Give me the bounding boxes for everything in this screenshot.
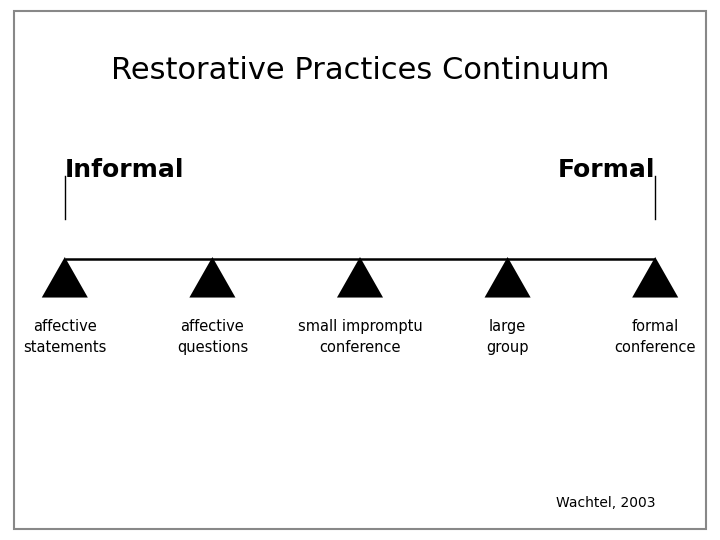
Text: affective
questions: affective questions [177, 319, 248, 355]
Text: small impromptu
conference: small impromptu conference [297, 319, 423, 355]
Text: large
group: large group [486, 319, 529, 355]
Text: formal
conference: formal conference [614, 319, 696, 355]
Text: Wachtel, 2003: Wachtel, 2003 [556, 496, 655, 510]
Polygon shape [632, 257, 678, 298]
Text: Formal: Formal [558, 158, 655, 182]
Text: Informal: Informal [65, 158, 184, 182]
Text: Restorative Practices Continuum: Restorative Practices Continuum [111, 56, 609, 85]
Polygon shape [42, 257, 88, 298]
Text: affective
statements: affective statements [23, 319, 107, 355]
Polygon shape [189, 257, 235, 298]
Polygon shape [337, 257, 383, 298]
Polygon shape [485, 257, 531, 298]
